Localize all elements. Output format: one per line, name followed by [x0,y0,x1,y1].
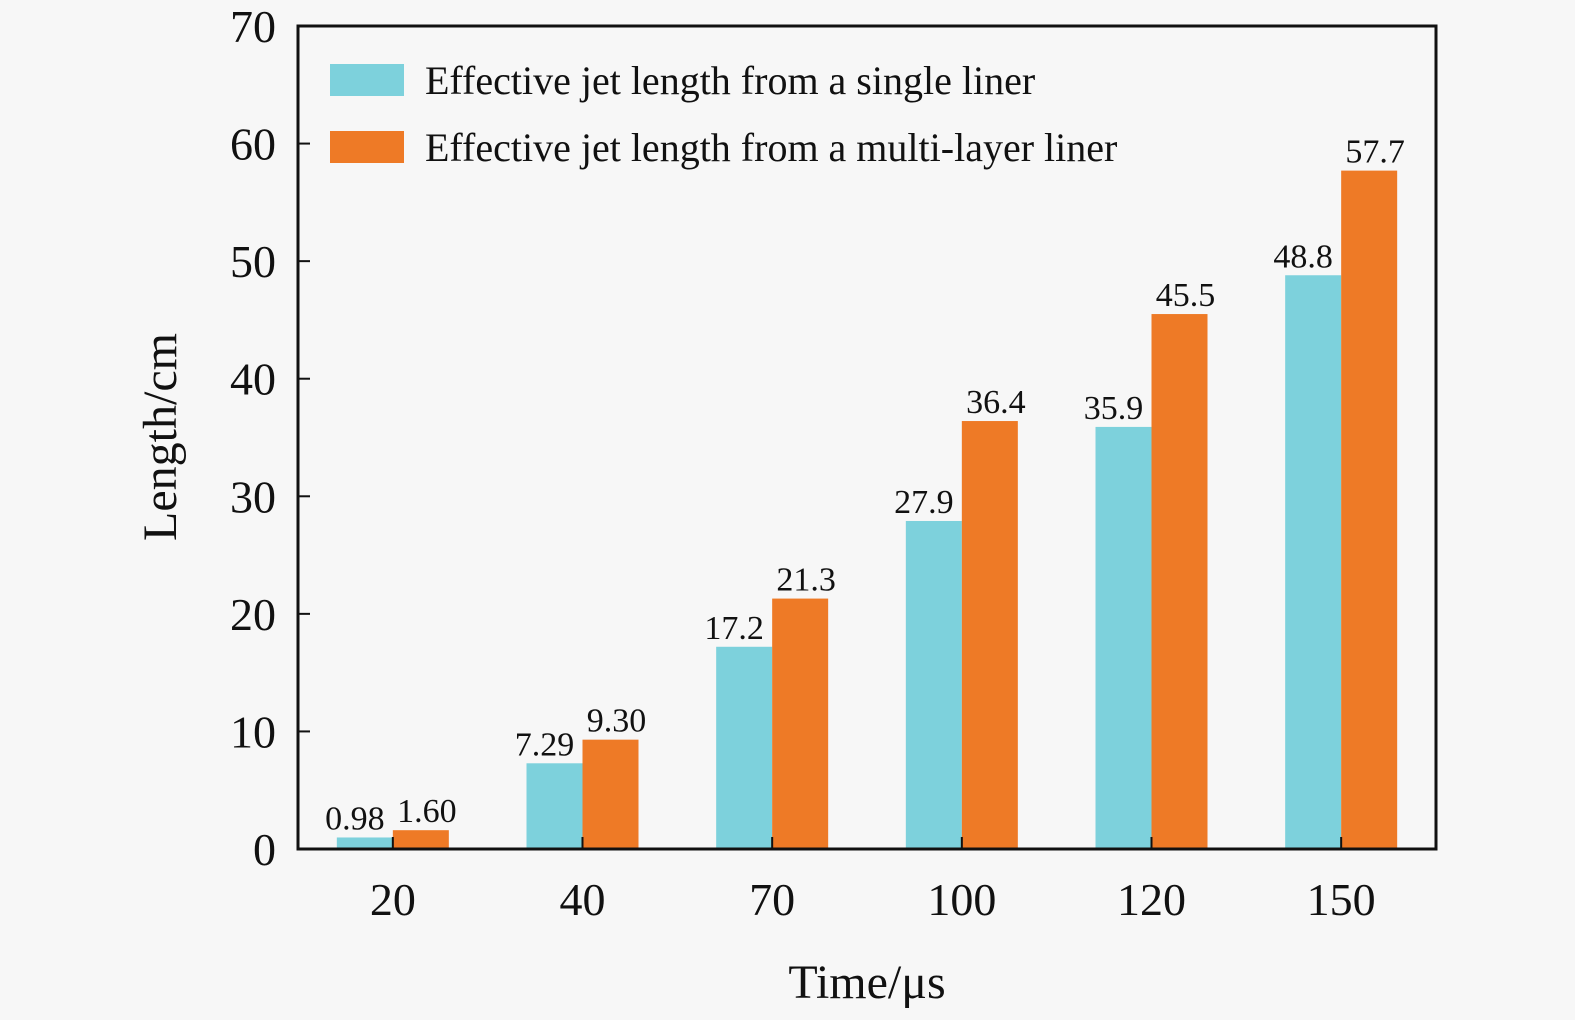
y-tick-label: 20 [230,589,276,640]
legend-swatch-single-liner [330,64,404,96]
bar-single-120 [1095,426,1152,849]
legend-label-single-liner: Effective jet length from a single liner [425,58,1035,103]
y-tick-label: 60 [230,119,276,170]
plot-frame [296,24,1438,851]
data-label-multi-150: 57.7 [1345,134,1405,171]
legend-swatch-multi-layer-liner [330,131,404,163]
data-label-single-40: 7.29 [515,726,575,763]
y-tick-label: 0 [253,824,276,875]
data-labels-group: 0.98 7.29 17.2 27.9 35.9 48.8 1.60 9.30 21.3 36.4… [325,134,1405,838]
data-label-multi-120: 45.5 [1156,277,1216,314]
bar-multi-120 [1151,314,1208,849]
y-tick-label: 70 [230,1,276,52]
data-label-multi-20: 1.60 [397,793,457,830]
y-axis: 0 10 20 30 40 50 60 70 [230,1,310,875]
data-label-single-120: 35.9 [1084,390,1144,427]
y-tick-label: 40 [230,354,276,405]
data-label-multi-100: 36.4 [966,384,1026,421]
legend: Effective jet length from a single liner… [330,58,1117,170]
data-label-multi-70: 21.3 [776,562,836,599]
bar-multi-150 [1341,170,1398,849]
bar-multi-100 [961,421,1018,849]
bar-single-100 [905,520,962,849]
bar-single-150 [1285,275,1342,849]
data-label-single-20: 0.98 [325,800,385,837]
x-tick-label: 40 [560,874,606,925]
x-axis: 20 40 70 100 120 150 [370,837,1376,925]
bar-single-20 [336,837,393,849]
x-axis-title: Time/μs [788,956,945,1009]
data-label-single-70: 17.2 [704,610,764,647]
x-tick-label: 120 [1117,874,1186,925]
bar-multi-70 [772,598,829,849]
x-tick-label: 100 [927,874,996,925]
x-tick-label: 20 [370,874,416,925]
data-label-single-150: 48.8 [1273,238,1333,275]
bar-multi-40 [582,739,639,849]
data-label-multi-40: 9.30 [587,703,647,740]
legend-label-multi-layer-liner: Effective jet length from a multi-layer … [425,125,1117,170]
x-tick-label: 150 [1307,874,1376,925]
bars-group [336,170,1398,849]
bar-single-70 [716,646,773,849]
x-tick-label: 70 [749,874,795,925]
y-tick-label: 30 [230,471,276,522]
data-label-single-100: 27.9 [894,484,954,521]
y-tick-label: 10 [230,706,276,757]
y-axis-title: Length/cm [134,333,187,541]
bar-single-40 [526,763,583,849]
y-tick-label: 50 [230,236,276,287]
bar-multi-20 [392,830,449,849]
